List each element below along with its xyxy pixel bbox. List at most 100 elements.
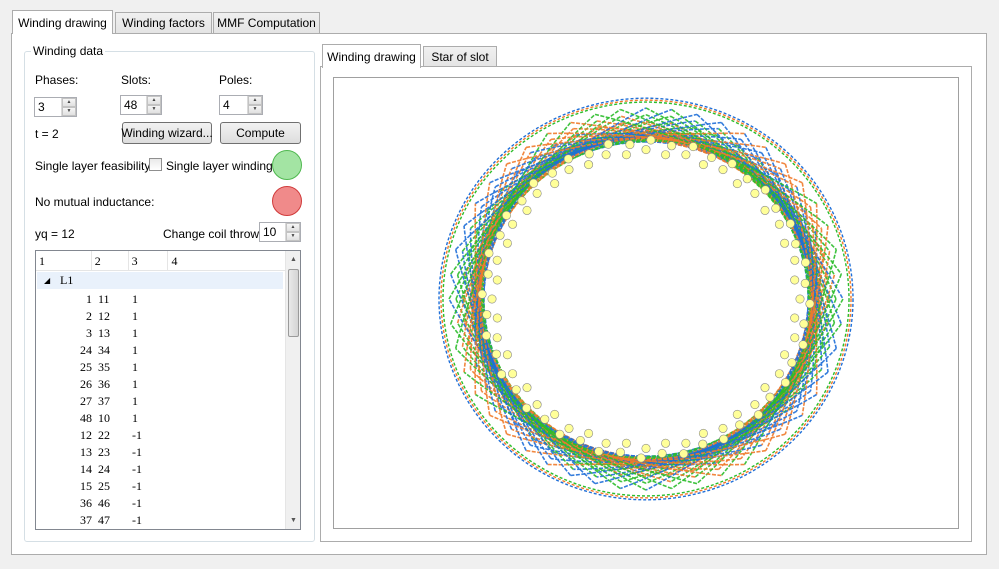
- slots-up-arrow-icon[interactable]: ▲: [147, 96, 161, 105]
- coil-arc: [550, 428, 781, 464]
- coil-arc: [474, 393, 698, 485]
- table-row[interactable]: 3 13 1: [36, 325, 285, 342]
- slot-marker: [564, 165, 574, 175]
- slot-marker: [540, 414, 550, 424]
- tab-inner-winding-drawing[interactable]: Winding drawing: [322, 44, 421, 68]
- coil-throw-spinbox[interactable]: 10 ▲ ▼: [259, 222, 301, 242]
- slot-marker: [584, 160, 594, 170]
- table-cell: 12: [80, 428, 92, 442]
- winding-wizard-button[interactable]: Winding wizard...: [121, 122, 213, 144]
- table-cell: -1: [132, 513, 142, 527]
- collapse-triangle-icon[interactable]: ◢: [44, 276, 51, 285]
- slot-marker: [801, 258, 811, 268]
- tab-winding-factors[interactable]: Winding factors: [115, 12, 212, 33]
- column-header-3[interactable]: 3: [129, 251, 169, 270]
- group-label: L1: [60, 273, 74, 287]
- coil-arc: [506, 433, 745, 466]
- poles-down-arrow-icon[interactable]: ▼: [248, 105, 262, 114]
- coil-arc: [668, 321, 822, 470]
- winding-data-title: Winding data: [31, 44, 106, 58]
- table-cell: 15: [80, 479, 92, 493]
- tree-group-row[interactable]: ◢ L1: [37, 272, 283, 289]
- tab-winding-drawing[interactable]: Winding drawing: [12, 10, 113, 34]
- slot-marker: [774, 369, 784, 379]
- table-row[interactable]: 24 34 1: [36, 342, 285, 359]
- slot-marker: [584, 149, 594, 159]
- slot-marker: [483, 269, 493, 279]
- coil-arc: [720, 121, 843, 325]
- table-cell: -1: [132, 462, 142, 476]
- slot-marker: [774, 219, 784, 229]
- slot-marker: [771, 203, 781, 213]
- coil-arc: [694, 120, 837, 300]
- table-cell: 14: [80, 462, 92, 476]
- phases-up-arrow-icon[interactable]: ▲: [62, 98, 76, 107]
- tab-star-of-slot[interactable]: Star of slot: [423, 46, 497, 67]
- table-row[interactable]: 12 22 -1: [36, 427, 285, 444]
- coil-arc: [511, 428, 742, 464]
- table-row[interactable]: 14 24 -1: [36, 461, 285, 478]
- table-row[interactable]: 37 47 -1: [36, 512, 285, 529]
- slot-marker: [575, 435, 585, 445]
- coil-arc: [470, 128, 624, 277]
- slot-marker: [615, 447, 625, 457]
- coil-arc: [620, 115, 823, 230]
- slot-marker: [661, 150, 671, 160]
- single-layer-checkbox-label[interactable]: Single layer winding: [166, 159, 273, 173]
- coil-throw-up-arrow-icon[interactable]: ▲: [286, 223, 300, 232]
- winding-drawing-canvas[interactable]: [333, 77, 959, 529]
- coil-throw-value: 10: [263, 225, 277, 239]
- scrollbar-thumb[interactable]: [288, 269, 299, 337]
- column-header-4[interactable]: 4: [171, 254, 178, 268]
- slot-marker: [492, 313, 502, 323]
- scroll-down-arrow-icon[interactable]: ▼: [290, 517, 297, 524]
- tab-mmf-computation[interactable]: MMF Computation: [213, 12, 320, 33]
- coil-arc: [489, 414, 722, 477]
- column-header-2[interactable]: 2: [92, 251, 129, 270]
- phases-spinbox[interactable]: 3 ▲ ▼: [34, 97, 77, 117]
- slot-marker: [732, 409, 742, 419]
- table-row[interactable]: 27 37 1: [36, 393, 285, 410]
- table-row[interactable]: 2 12 1: [36, 308, 285, 325]
- slots-spinbox[interactable]: 48 ▲ ▼: [120, 95, 162, 115]
- table-row[interactable]: 26 36 1: [36, 376, 285, 393]
- poles-up-arrow-icon[interactable]: ▲: [248, 96, 262, 105]
- coil-arc: [455, 347, 647, 491]
- table-row[interactable]: 13 23 -1: [36, 444, 285, 461]
- slots-down-arrow-icon[interactable]: ▼: [147, 105, 161, 114]
- coil-throw-down-arrow-icon[interactable]: ▼: [286, 232, 300, 241]
- coil-arc: [547, 132, 786, 165]
- table-row[interactable]: 36 46 -1: [36, 495, 285, 512]
- coil-arc: [784, 203, 818, 435]
- table-scrollbar[interactable]: ▲ ▼: [285, 251, 300, 529]
- table-cell: 24: [80, 343, 92, 357]
- coil-arc: [743, 133, 838, 349]
- table-cell: 36: [98, 377, 110, 391]
- coil-arc: [463, 225, 527, 451]
- outer-coil-ring: [442, 101, 850, 497]
- table-row[interactable]: 15 25 -1: [36, 478, 285, 495]
- single-layer-checkbox[interactable]: [149, 158, 162, 171]
- coil-arc: [456, 274, 574, 470]
- compute-button[interactable]: Compute: [220, 122, 301, 144]
- winding-drawing: [438, 97, 854, 501]
- slot-marker: [679, 449, 689, 459]
- table-row[interactable]: 1 11 1: [36, 291, 285, 308]
- slot-marker: [621, 438, 631, 448]
- slot-marker: [594, 446, 604, 456]
- table-row[interactable]: 48 10 1: [36, 410, 285, 427]
- phases-down-arrow-icon[interactable]: ▼: [62, 107, 76, 116]
- slot-marker: [790, 333, 800, 343]
- poles-spinbox[interactable]: 4 ▲ ▼: [219, 95, 263, 115]
- poles-label: Poles:: [219, 73, 253, 87]
- winding-table[interactable]: 1 2 3 4 ◢ L1 1 11 1 2 12 1 3 13 1 24 34 1 25 35 1 26 36 1…: [35, 250, 301, 530]
- table-cell: 34: [98, 343, 110, 357]
- slot-marker: [800, 278, 810, 288]
- slot-marker: [681, 438, 691, 448]
- table-row[interactable]: 25 35 1: [36, 359, 285, 376]
- column-header-1[interactable]: 1: [36, 251, 92, 270]
- scroll-up-arrow-icon[interactable]: ▲: [290, 256, 297, 263]
- table-cell: 46: [98, 496, 110, 510]
- slot-marker: [532, 400, 542, 410]
- coil-arc: [463, 371, 672, 490]
